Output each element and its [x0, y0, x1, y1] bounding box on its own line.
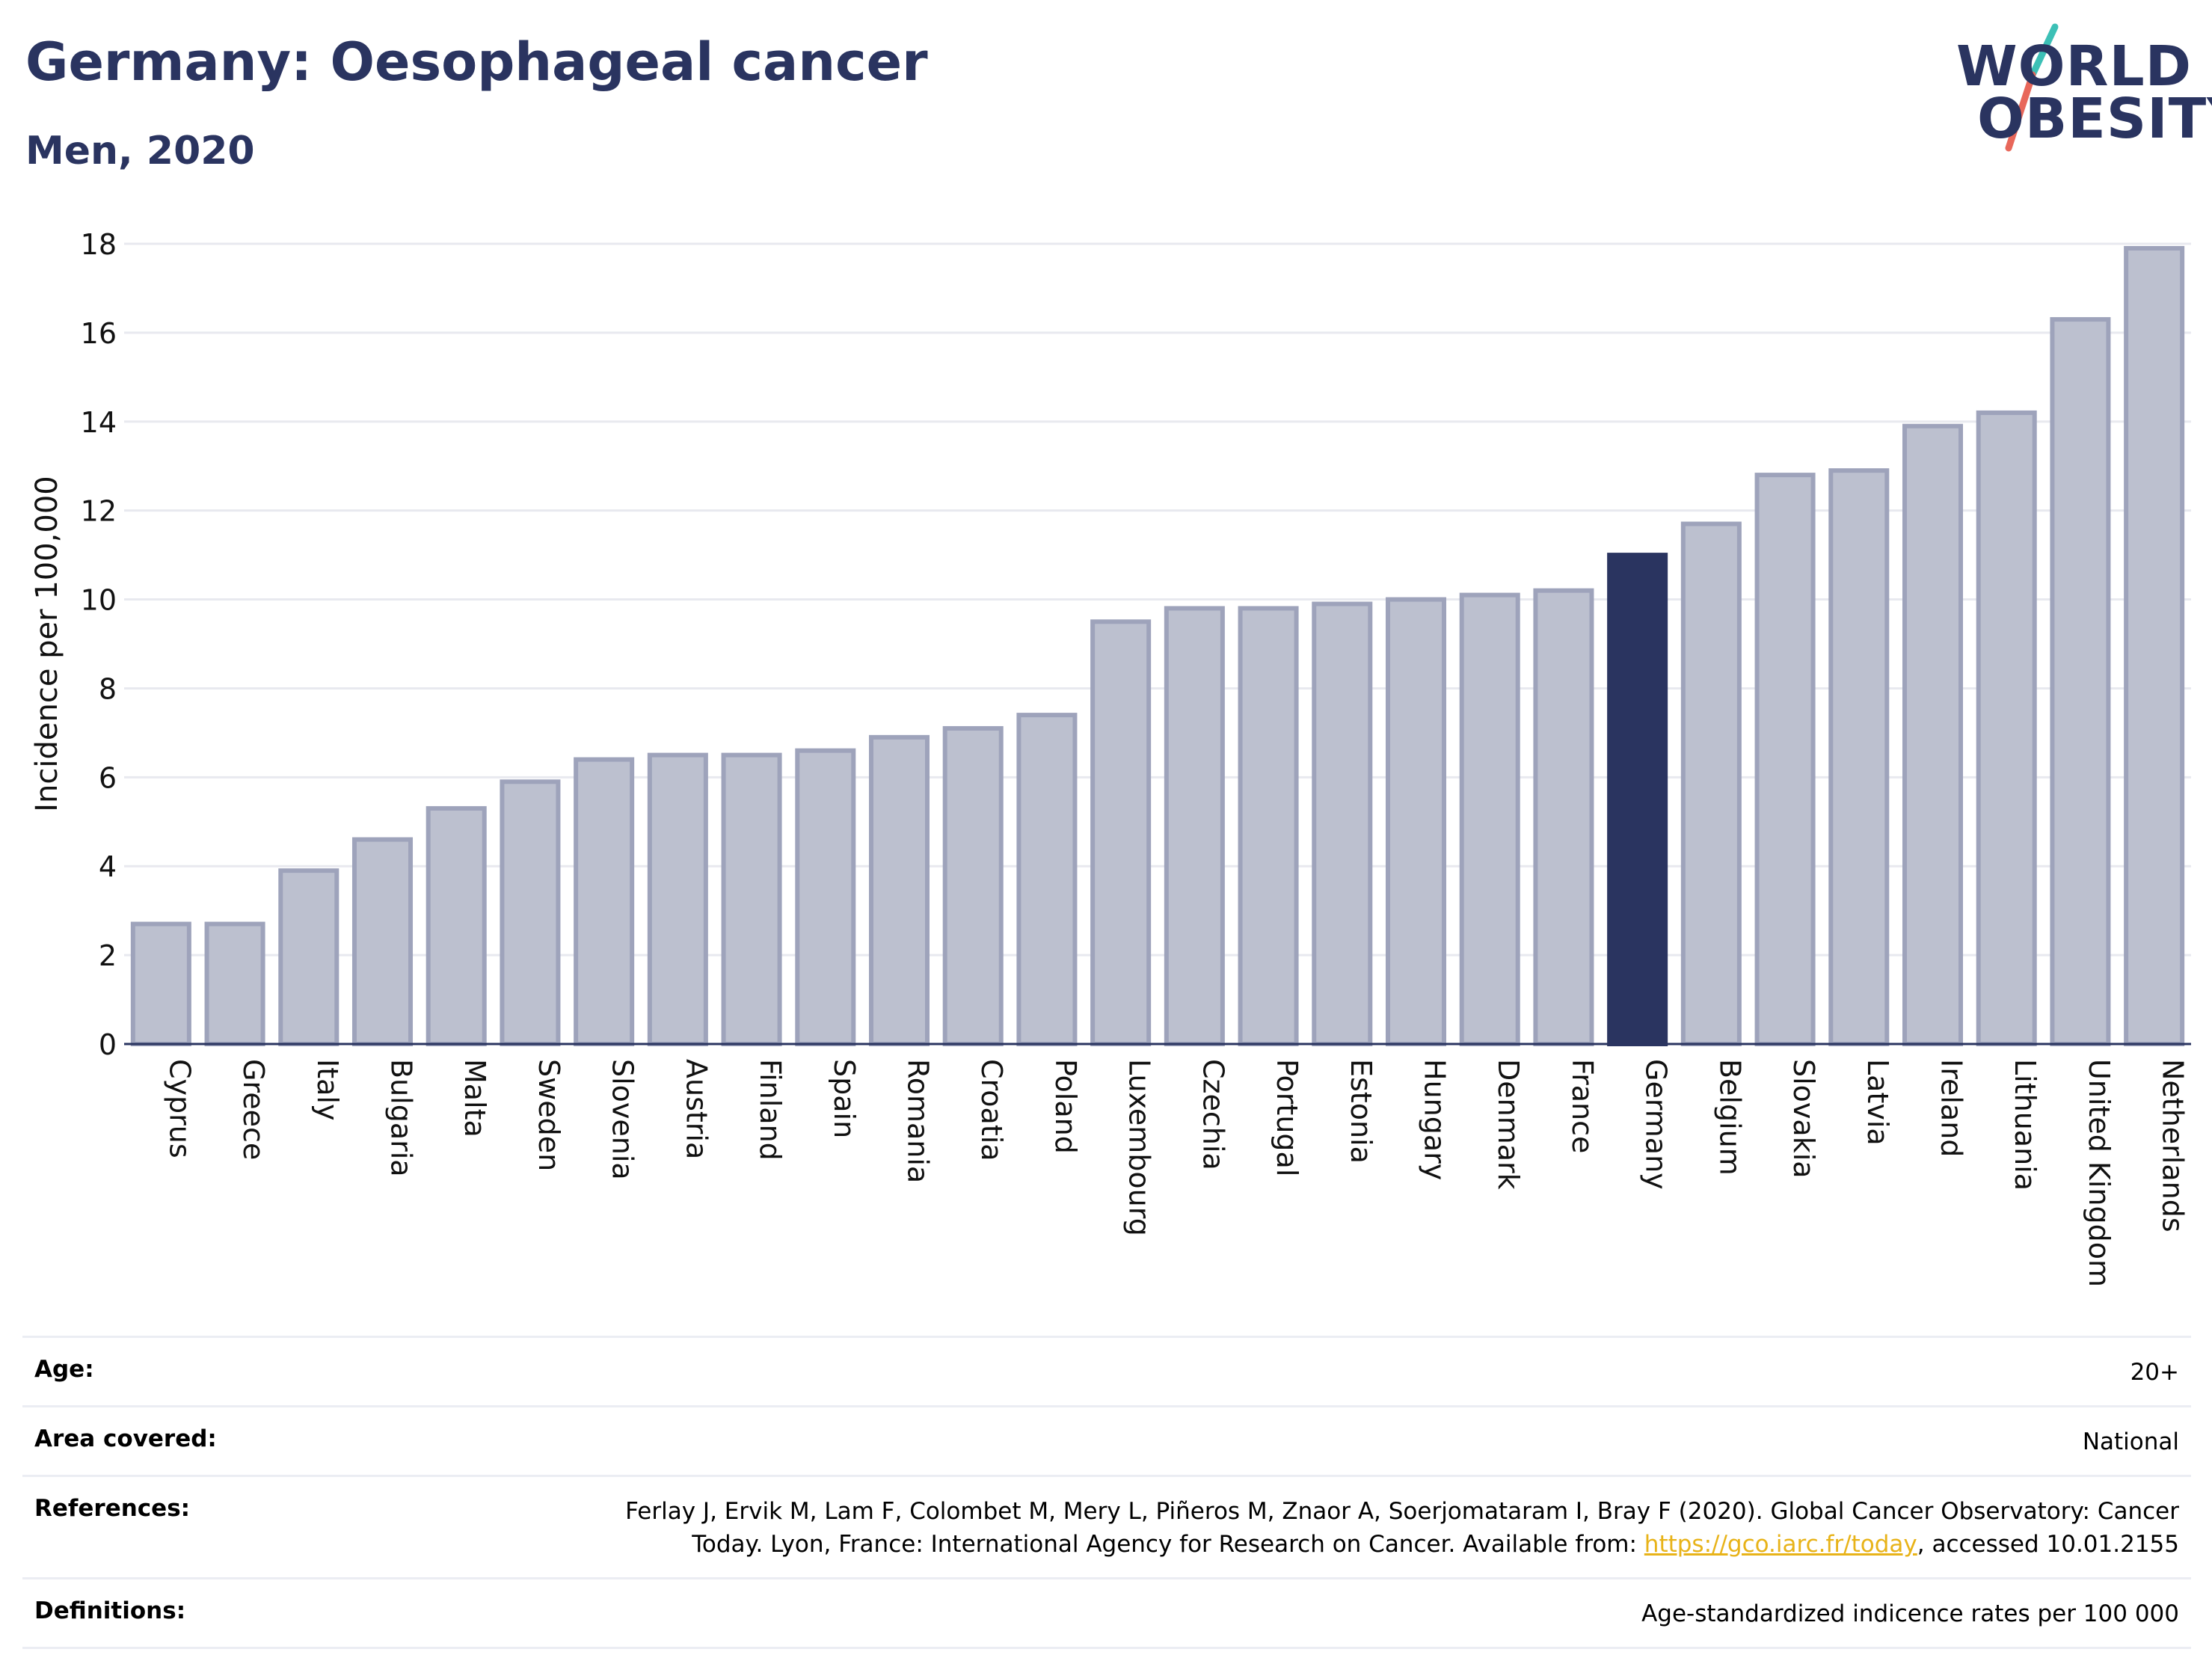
bar-sweden	[500, 779, 561, 1046]
bars	[130, 245, 2185, 1047]
bar-latvia	[1828, 468, 1890, 1046]
x-axis-labels: Cyprus Greece Italy Bulgaria Malta Sweden Slov…	[163, 1059, 2189, 1287]
x-tick-label: Slovakia	[1787, 1059, 1820, 1179]
bar-slovakia	[1754, 473, 1816, 1047]
definitions-value: Age-standardized indicence rates per 100…	[1641, 1600, 2179, 1627]
definitions-label: Definitions:	[34, 1597, 186, 1624]
bar-finland	[721, 752, 782, 1046]
info-table: Age: 20+ Area covered: National Referenc…	[22, 1336, 2191, 1649]
x-tick-label: United Kingdom	[2083, 1059, 2116, 1287]
bar-chart: 0 2 4 6 8 10 12 14 16 18 Cyprus Greece Italy Bulgari…	[30, 228, 2191, 1287]
y-tick-label: 12	[81, 495, 117, 528]
references-accessed: , accessed 10.01.2155	[1917, 1531, 2179, 1558]
references-link[interactable]: https://gco.iarc.fr/today	[1644, 1531, 1917, 1558]
x-tick-label: Spain	[828, 1059, 861, 1138]
x-tick-label: Netherlands	[2157, 1059, 2190, 1232]
info-row-age: Age: 20+	[22, 1336, 2191, 1405]
x-tick-label: Malta	[458, 1059, 491, 1137]
info-row-definitions: Definitions: Age-standardized indicence …	[22, 1577, 2191, 1649]
chart-subtitle: Men, 2020	[25, 129, 255, 174]
bar-france	[1533, 588, 1594, 1046]
y-axis-title: Incidence per 100,000	[30, 476, 64, 812]
world-obesity-logo: WORLD OBESITY	[1944, 22, 2212, 157]
x-tick-label: Portugal	[1271, 1059, 1303, 1176]
area-label: Area covered:	[34, 1425, 217, 1452]
x-tick-label: Czechia	[1196, 1059, 1229, 1170]
y-tick-label: 10	[81, 584, 117, 617]
x-tick-label: Italy	[311, 1059, 344, 1120]
bar-ireland	[1902, 423, 1964, 1046]
x-tick-label: Luxembourg	[1123, 1059, 1156, 1236]
x-tick-label: Poland	[1049, 1059, 1082, 1154]
bar-poland	[1016, 713, 1078, 1046]
y-tick-label: 2	[99, 939, 117, 972]
x-tick-label: Belgium	[1713, 1059, 1746, 1176]
bar-spain	[795, 748, 856, 1047]
x-tick-label: Cyprus	[163, 1059, 196, 1158]
logo-word-world: WORLD	[1956, 34, 2193, 99]
age-value: 20+	[2130, 1359, 2179, 1386]
info-row-area: Area covered: National	[22, 1405, 2191, 1475]
y-tick-label: 18	[81, 228, 117, 261]
bar-netherlands	[2124, 245, 2185, 1046]
bar-germany	[1607, 553, 1668, 1047]
x-tick-label: Germany	[1640, 1059, 1673, 1190]
bar-belgium	[1680, 521, 1742, 1046]
bar-united-kingdom	[2050, 317, 2111, 1047]
info-row-references: References: Ferlay J, Ervik M, Lam F, Co…	[22, 1475, 2191, 1577]
x-tick-label: Ireland	[1935, 1059, 1968, 1157]
bar-luxembourg	[1090, 619, 1152, 1046]
bar-czechia	[1164, 606, 1225, 1046]
x-tick-label: Finland	[754, 1059, 787, 1161]
bar-portugal	[1238, 606, 1299, 1046]
x-tick-label: Denmark	[1492, 1059, 1525, 1190]
chart-title: Germany: Oesophageal cancer	[25, 31, 928, 93]
references-value: Ferlay J, Ervik M, Lam F, Colombet M, Me…	[609, 1495, 2179, 1561]
x-tick-label: Croatia	[975, 1059, 1008, 1161]
bar-estonia	[1312, 601, 1373, 1046]
x-tick-label: Romania	[902, 1059, 935, 1183]
age-label: Age:	[34, 1356, 94, 1383]
bar-cyprus	[130, 921, 191, 1046]
y-tick-label: 16	[81, 317, 117, 350]
bar-malta	[425, 805, 487, 1046]
x-tick-label: Austria	[680, 1059, 713, 1159]
logo-slash-icon	[2005, 23, 2059, 152]
logo-word-obesity: OBESITY	[1977, 87, 2212, 151]
bar-greece	[204, 921, 265, 1046]
x-tick-label: Estonia	[1345, 1059, 1377, 1164]
x-tick-label: Hungary	[1419, 1059, 1451, 1180]
bar-croatia	[942, 725, 1004, 1046]
references-text: Ferlay J, Ervik M, Lam F, Colombet M, Me…	[625, 1498, 2179, 1558]
y-tick-label: 4	[99, 850, 117, 883]
area-value: National	[2082, 1428, 2179, 1455]
references-label: References:	[34, 1495, 191, 1522]
bar-hungary	[1385, 597, 1447, 1046]
y-tick-label: 14	[81, 406, 117, 439]
x-tick-label: Bulgaria	[385, 1059, 418, 1177]
bar-slovenia	[574, 757, 635, 1046]
x-tick-label: Greece	[237, 1059, 270, 1160]
bar-bulgaria	[351, 837, 414, 1046]
y-tick-label: 0	[99, 1028, 117, 1061]
x-tick-label: Latvia	[1861, 1059, 1894, 1146]
x-tick-label: Sweden	[532, 1059, 565, 1171]
x-tick-label: Slovenia	[606, 1059, 639, 1180]
bar-romania	[868, 734, 930, 1046]
y-tick-label: 8	[99, 672, 117, 705]
x-tick-label: France	[1566, 1059, 1599, 1153]
y-tick-label: 6	[99, 761, 117, 794]
x-tick-label: Lithuania	[2009, 1059, 2042, 1191]
bar-italy	[278, 868, 340, 1047]
bar-denmark	[1459, 592, 1520, 1046]
bar-austria	[647, 752, 708, 1046]
y-axis-ticks: 0 2 4 6 8 10 12 14 16 18	[81, 228, 117, 1061]
bar-lithuania	[1976, 410, 2037, 1046]
